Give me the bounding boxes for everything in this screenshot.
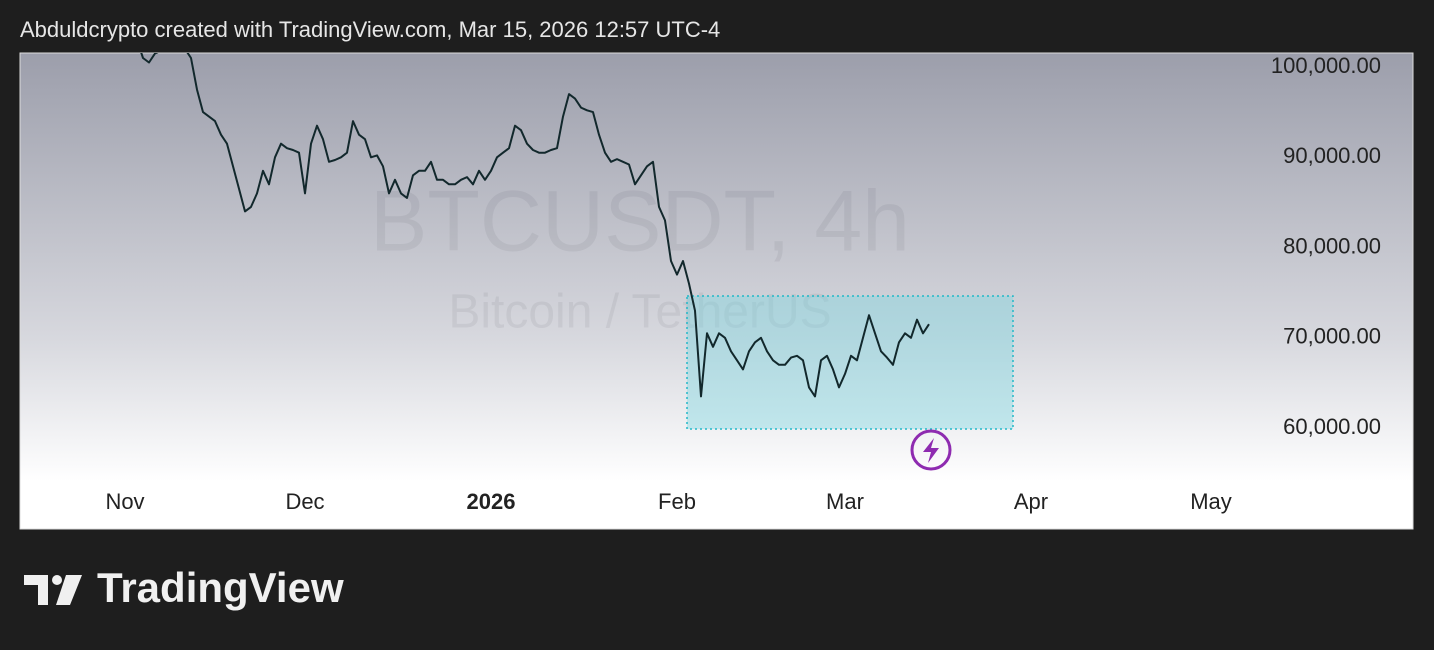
- x-tick-label: Dec: [285, 489, 324, 514]
- y-tick-label: 80,000.00: [1283, 233, 1381, 258]
- y-tick-label: 100,000.00: [1271, 53, 1381, 78]
- x-tick-label: Mar: [826, 489, 864, 514]
- x-tick-label: Apr: [1014, 489, 1048, 514]
- watermark-subtitle: Bitcoin / TetherUS: [448, 286, 831, 339]
- x-tick-label: Nov: [105, 489, 144, 514]
- x-tick-label: 2026: [467, 489, 516, 514]
- x-tick-label: Feb: [658, 489, 696, 514]
- y-tick-label: 70,000.00: [1283, 324, 1381, 349]
- plot-area: [140, 53, 930, 398]
- x-tick-label: May: [1190, 489, 1232, 514]
- brand-logo: [24, 575, 82, 605]
- header-text: Abduldcrypto created with TradingView.co…: [20, 17, 720, 42]
- alert-icon: [910, 429, 952, 471]
- watermark: BTCUSDT, 4h: [370, 174, 910, 270]
- brand-name: TradingView: [97, 564, 344, 611]
- price-line: [140, 53, 930, 398]
- y-tick-label: 90,000.00: [1283, 143, 1381, 168]
- range-box: [686, 295, 1014, 430]
- chart-panel: [19, 52, 1414, 530]
- y-tick-label: 60,000.00: [1283, 414, 1381, 439]
